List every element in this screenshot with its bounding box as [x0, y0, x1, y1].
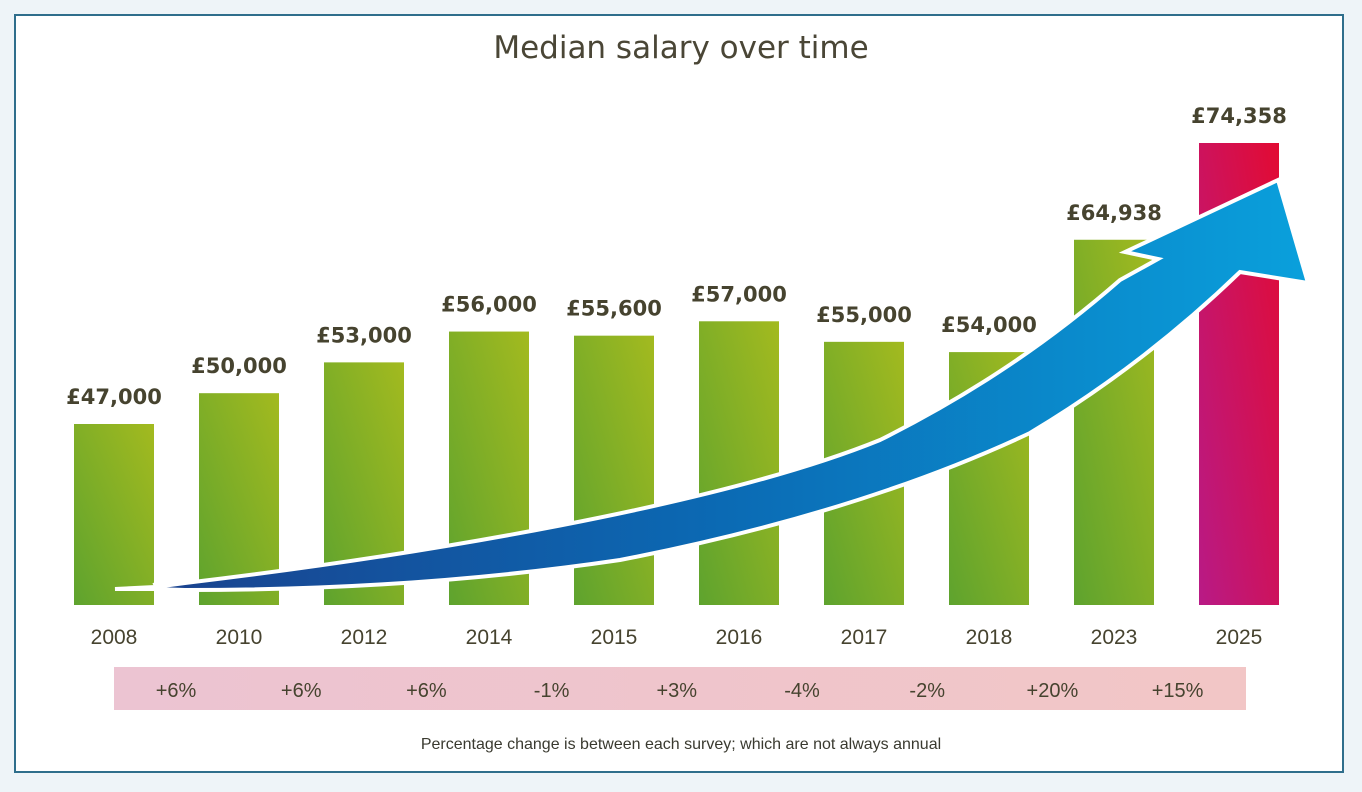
x-tick-2017: 2017 — [841, 626, 888, 649]
chart-title: Median salary over time — [493, 30, 869, 66]
x-tick-2023: 2023 — [1091, 626, 1138, 649]
x-tick-2015: 2015 — [591, 626, 638, 649]
bar-2008 — [74, 424, 154, 605]
x-tick-2014: 2014 — [466, 626, 513, 649]
x-tick-2010: 2010 — [216, 626, 263, 649]
data-label-2008: £47,000 — [66, 385, 162, 409]
percent-change-label: +6% — [281, 680, 322, 702]
percent-change-label: -1% — [534, 680, 570, 702]
trend-arrow — [114, 177, 1311, 593]
x-tick-2012: 2012 — [341, 626, 388, 649]
percent-change-label: +6% — [406, 680, 447, 702]
data-label-2012: £53,000 — [316, 323, 412, 347]
percent-change-label: +6% — [156, 680, 197, 702]
percent-change-label: +15% — [1152, 680, 1204, 702]
data-label-2018: £54,000 — [941, 313, 1037, 337]
percent-change-strip — [114, 667, 1246, 710]
percent-change-label: +20% — [1027, 680, 1079, 702]
x-tick-2018: 2018 — [966, 626, 1013, 649]
data-label-2023: £64,938 — [1066, 201, 1162, 225]
x-tick-2025: 2025 — [1216, 626, 1263, 649]
percent-change-label: +3% — [657, 680, 698, 702]
data-label-2010: £50,000 — [191, 354, 287, 378]
data-label-2017: £55,000 — [816, 303, 912, 327]
data-label-2016: £57,000 — [691, 282, 787, 306]
bar-2010 — [199, 393, 279, 605]
data-label-2014: £56,000 — [441, 293, 537, 317]
percent-change-label: -4% — [784, 680, 820, 702]
footnote: Percentage change is between each survey… — [420, 736, 942, 753]
data-label-2025: £74,358 — [1191, 104, 1287, 128]
x-tick-2008: 2008 — [91, 626, 138, 649]
bar-2016 — [699, 321, 779, 605]
percent-change-label: -2% — [909, 680, 945, 702]
data-label-2015: £55,600 — [566, 297, 662, 321]
trend-arrow-gap — [152, 580, 166, 598]
x-tick-2016: 2016 — [716, 626, 763, 649]
